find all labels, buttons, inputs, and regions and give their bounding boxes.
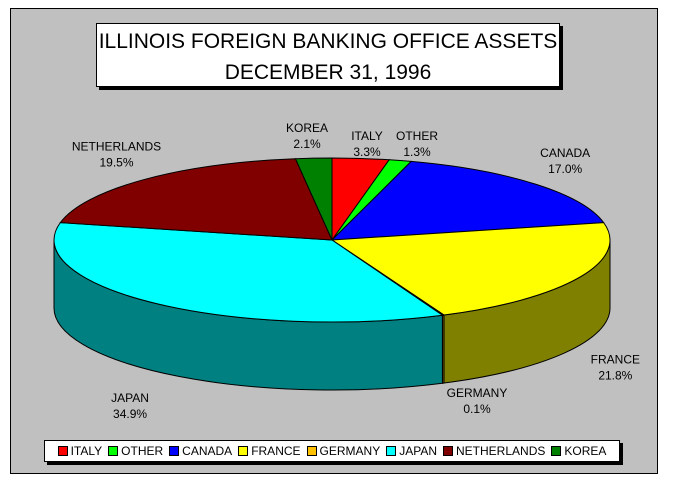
legend-item-korea: KOREA [551, 444, 606, 458]
chart-title: ILLINOIS FOREIGN BANKING OFFICE ASSETS D… [96, 23, 560, 87]
legend-item-japan: JAPAN [386, 444, 437, 458]
slice-label-japan: JAPAN [111, 391, 149, 405]
slice-label-france: FRANCE [591, 352, 640, 366]
slice-label-netherlands: NETHERLANDS [72, 139, 161, 153]
legend: ITALY OTHER CANADA FRANCE GERMANY JAPAN NETHER… [44, 440, 620, 462]
slice-label-germany: GERMANY [447, 386, 508, 400]
slice-value-france: 21.8% [598, 368, 632, 382]
slice-label-korea: KOREA [286, 121, 328, 135]
slice-japan [53, 222, 444, 323]
legend-swatch [443, 446, 454, 456]
slice-value-netherlands: 19.5% [99, 155, 133, 169]
slice-value-italy: 3.3% [353, 145, 381, 159]
legend-item-canada: CANADA [169, 444, 232, 458]
slice-label-canada: CANADA [540, 146, 590, 160]
legend-label: JAPAN [399, 444, 438, 458]
legend-item-germany: GERMANY [306, 444, 381, 458]
legend-swatch [306, 446, 317, 456]
legend-swatch [57, 446, 68, 456]
slice-value-korea: 2.1% [293, 137, 321, 151]
legend-swatch [108, 446, 119, 456]
title-line-1: ILLINOIS FOREIGN BANKING OFFICE ASSETS [98, 30, 558, 53]
legend-item-italy: ITALY [57, 444, 103, 458]
slice-value-japan: 34.9% [113, 407, 147, 421]
legend-swatch [386, 446, 397, 456]
slice-value-other: 1.3% [403, 145, 431, 159]
legend-item-france: FRANCE [238, 444, 301, 458]
slice-value-germany: 0.1% [463, 402, 491, 416]
legend-label: OTHER [121, 444, 164, 458]
slice-canada [330, 160, 605, 241]
legend-label: FRANCE [251, 444, 301, 458]
slice-netherlands [59, 158, 333, 241]
legend-label: KOREA [564, 444, 607, 458]
legend-swatch [551, 446, 562, 456]
slice-france [330, 222, 611, 316]
legend-label: GERMANY [319, 444, 381, 458]
slice-label-other: OTHER [396, 129, 438, 143]
legend-swatch [238, 446, 249, 456]
legend-label: CANADA [182, 444, 233, 458]
title-line-2: DECEMBER 31, 1996 [224, 61, 432, 84]
legend-swatch [169, 446, 180, 456]
legend-label: NETHERLANDS [456, 444, 546, 458]
slice-value-canada: 17.0% [548, 162, 582, 176]
legend-label: ITALY [70, 444, 103, 458]
slice-korea [294, 157, 333, 241]
legend-item-other: OTHER [108, 444, 163, 458]
slice-label-italy: ITALY [351, 129, 383, 143]
legend-item-netherlands: NETHERLANDS [443, 444, 545, 458]
